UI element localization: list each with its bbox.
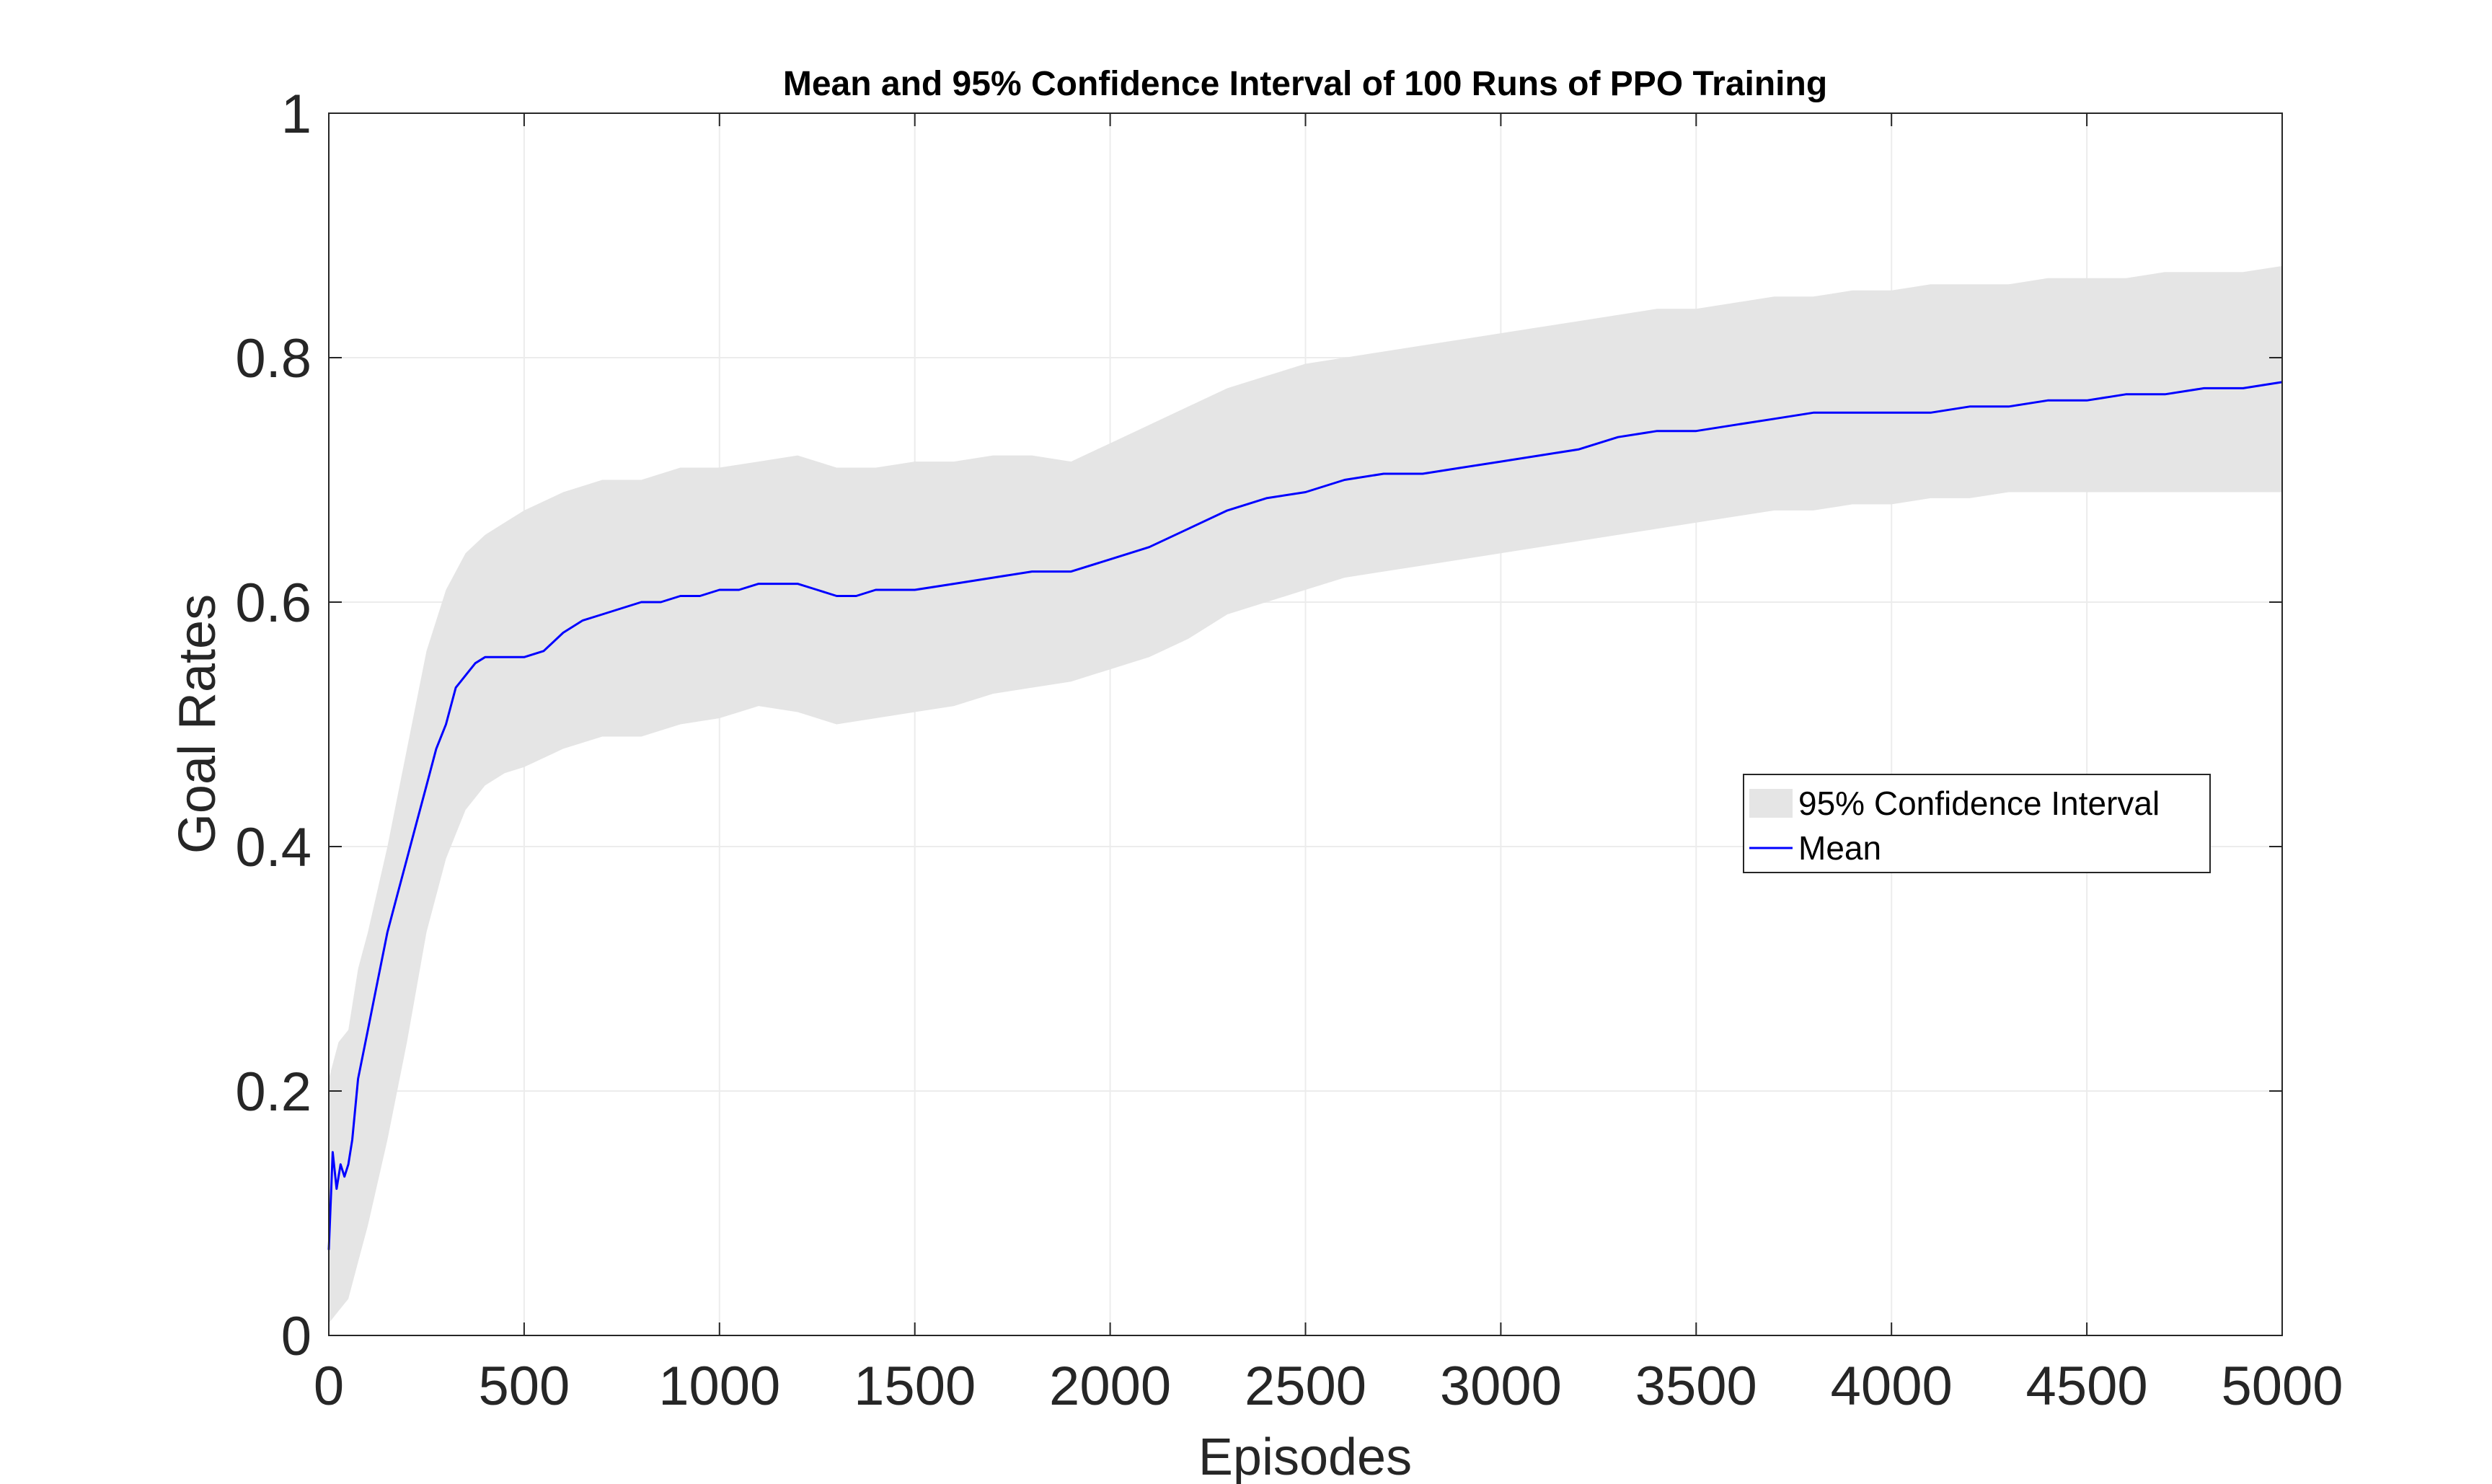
y-tick-label: 0 (281, 1306, 312, 1367)
confidence-interval-band (329, 265, 2282, 1323)
grid (329, 113, 2282, 1335)
y-tick-label: 0.4 (235, 817, 312, 878)
legend: 95% Confidence Interval Mean (1743, 774, 2211, 873)
x-tick-label: 5000 (2221, 1356, 2343, 1417)
x-tick-label: 500 (478, 1356, 570, 1417)
x-tick-label: 3500 (1635, 1356, 1757, 1417)
x-tick-label: 1000 (658, 1356, 780, 1417)
x-tick-label: 4500 (2026, 1356, 2148, 1417)
legend-box (1743, 774, 2211, 873)
legend-swatch-confidence-interval (1749, 789, 1793, 818)
x-tick-label: 2000 (1049, 1356, 1171, 1417)
y-axis-label: Goal Rates (169, 594, 226, 854)
x-tick-label: 1500 (854, 1356, 976, 1417)
mean-line-layer (327, 381, 2283, 1250)
x-tick-label: 2500 (1245, 1356, 1366, 1417)
y-tick-label: 1 (281, 84, 312, 145)
axes (328, 112, 2283, 1336)
confidence-band-layer (329, 265, 2282, 1323)
legend-label-mean: Mean (1798, 829, 1881, 867)
x-tick-label: 0 (314, 1356, 344, 1417)
mean-line (327, 381, 2283, 1250)
legend-label-confidence-interval: 95% Confidence Interval (1798, 785, 2160, 822)
x-axis-label: Episodes (1198, 1428, 1412, 1484)
tick-labels: 0 500 1000 1500 2000 2500 3000 3500 4000 4500 5000… (235, 84, 2343, 1417)
x-tick-label: 3000 (1440, 1356, 1562, 1417)
y-tick-label: 0.2 (235, 1061, 312, 1123)
y-tick-label: 0.8 (235, 328, 312, 389)
chart-title: Mean and 95% Confidence Interval of 100 … (783, 65, 1827, 103)
x-tick-label: 4000 (1831, 1356, 1953, 1417)
y-tick-label: 0.6 (235, 573, 312, 634)
